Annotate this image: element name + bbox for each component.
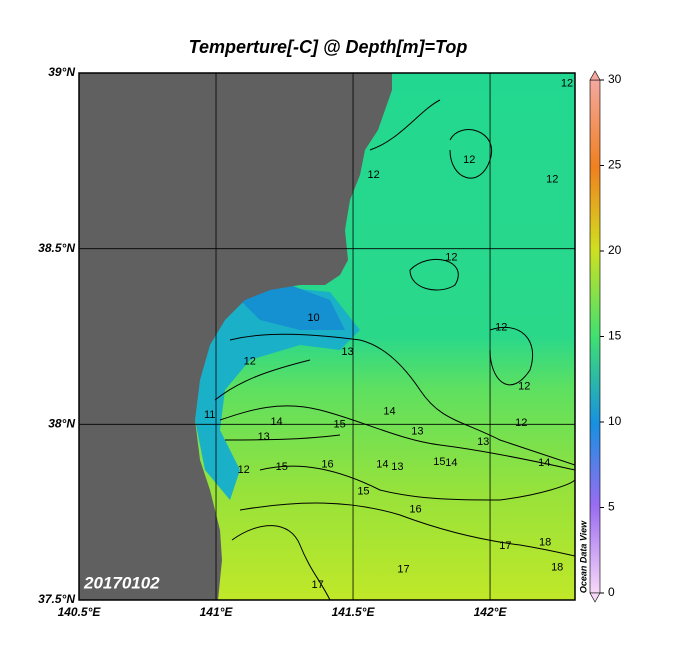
grid — [79, 73, 575, 600]
contour-label: 10 — [307, 312, 319, 324]
lon-tick-label: 140.5°E — [58, 605, 102, 619]
credit: Ocean Data View — [578, 520, 588, 593]
colorbar-tick-label: 25 — [608, 158, 622, 172]
cold-water — [230, 285, 345, 330]
contour-label: 18 — [551, 562, 563, 574]
colorbar-tick-label: 5 — [608, 500, 615, 514]
contour-label: 17 — [397, 564, 409, 576]
colorbar-max-arrow — [589, 70, 601, 81]
map-frame — [78, 72, 576, 601]
contour-label: 12 — [495, 322, 507, 334]
contour-label: 15 — [433, 456, 445, 468]
lat-tick-label: 39°N — [48, 65, 75, 79]
contour-label: 13 — [258, 431, 270, 443]
contour-label: 12 — [561, 77, 573, 89]
map-area — [79, 73, 575, 600]
colorbar-tick-label: 30 — [608, 72, 622, 86]
title: Temperture[-C] @ Depth[m]=Top — [189, 37, 468, 57]
lat-tick-label: 38.5°N — [38, 241, 75, 255]
contour-label: 15 — [357, 486, 369, 498]
contour-label: 13 — [411, 426, 423, 438]
contours — [214, 99, 575, 600]
colorbar-tick-label: 0 — [608, 585, 615, 599]
colorbar-tick-label: 20 — [608, 243, 622, 257]
lon-tick-label: 142°E — [474, 605, 508, 619]
contour-label: 12 — [518, 381, 530, 393]
contour-label: 16 — [321, 459, 333, 471]
contour-label: 12 — [367, 169, 379, 181]
land — [79, 73, 392, 600]
contour-label: 17 — [312, 579, 324, 591]
contour-label: 14 — [270, 416, 282, 428]
contour-label: 17 — [499, 540, 511, 552]
contour-label: 14 — [383, 406, 395, 418]
contour-label: 13 — [341, 346, 353, 358]
contour-label: 12 — [546, 174, 558, 186]
contour-label: 11 — [204, 409, 215, 421]
contour-label: 12 — [463, 154, 475, 166]
lat-tick-label: 37.5°N — [38, 592, 75, 606]
colorbar — [589, 79, 601, 594]
colorbar-tick-label: 15 — [608, 329, 622, 343]
contour-label: 18 — [539, 537, 551, 549]
colorbar-min-arrow — [589, 592, 601, 603]
contour-label: 14 — [538, 457, 550, 469]
colorbar-tick-label: 10 — [608, 414, 622, 428]
contour-label: 15 — [333, 419, 345, 431]
contour-label: 12 — [238, 464, 250, 476]
contour-label: 13 — [477, 436, 489, 448]
lon-tick-label: 141°E — [200, 605, 234, 619]
contour-label: 15 — [276, 461, 288, 473]
contour-label: 12 — [244, 356, 256, 368]
contour-label: 14 — [445, 457, 457, 469]
date-label: 20170102 — [83, 573, 160, 592]
contour-label: 12 — [515, 417, 527, 429]
lat-tick-label: 38°N — [48, 417, 75, 431]
contour-label: 13 — [391, 461, 403, 473]
contour-label: 12 — [445, 252, 457, 264]
contour-label: 16 — [409, 504, 421, 516]
lon-tick-label: 141.5°E — [332, 605, 376, 619]
contour-label: 14 — [376, 459, 388, 471]
